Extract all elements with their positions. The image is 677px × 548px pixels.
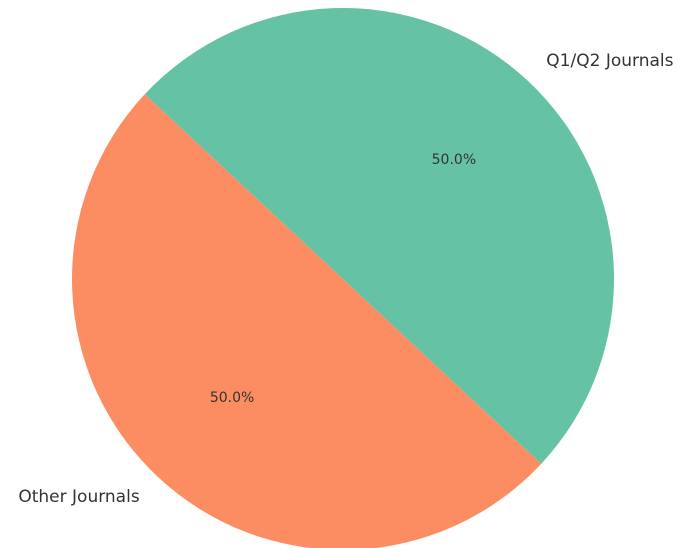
percent-label-other-journals: 50.0%	[210, 390, 254, 406]
pie-slice-other-journals	[71, 94, 542, 548]
pie-slice-q1-q2-journals	[144, 7, 615, 464]
slice-label-q1-q2-journals: Q1/Q2 Journals	[546, 51, 673, 71]
percent-label-q1-q2-journals: 50.0%	[432, 152, 476, 168]
slice-label-other-journals: Other Journals	[18, 487, 139, 507]
pie-slices	[71, 7, 615, 548]
pie-labels: Other Journals 50.0% Q1/Q2 Journals 50.0%	[18, 51, 673, 507]
